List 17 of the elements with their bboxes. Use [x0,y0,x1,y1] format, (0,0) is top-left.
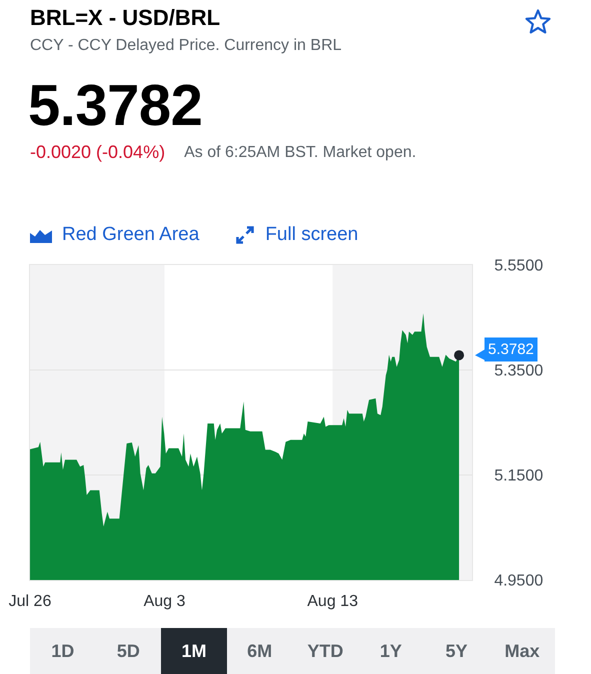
text: As of 6:25AM BST. Market open. [184,144,416,162]
x-tick-label: Aug 13 [307,593,358,610]
y-tick-label: 5.5500 [494,258,544,275]
annotation: 5.3782 [488,341,534,358]
range-selector: 1D 5D 1M 6M YTD 1Y 5Y Max [30,628,555,674]
x-tick-label: Aug 3 [144,593,186,610]
text: Full screen [265,224,358,246]
y-tick-label: 5.3500 [494,362,544,380]
x-tick-label: Jul 26 [8,593,52,610]
text: -0.0020 (-0.04%) [30,142,166,163]
chart-subtitle: CCY - CCY Delayed Price. Currency in BRL [30,37,342,55]
y-tick-label: 4.9500 [494,572,544,590]
y-tick-label: 5.1500 [494,468,544,485]
chart-title: BRL=X - USD/BRL [30,5,220,31]
text: Red Green Area [62,224,200,246]
selected-tab: 1M [161,628,227,674]
text: 5.3782 [28,72,202,139]
